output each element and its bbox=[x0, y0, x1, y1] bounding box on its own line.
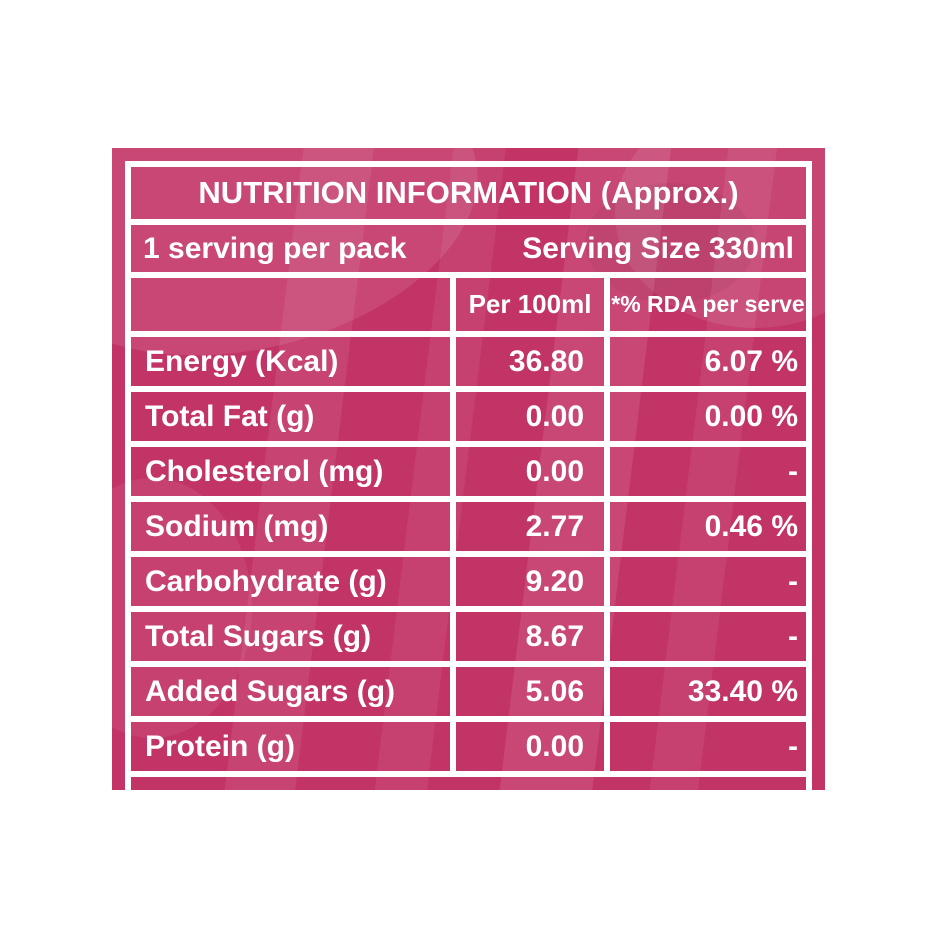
per-100ml-cell: 0.00 bbox=[450, 447, 604, 496]
per-100ml-value: 0.00 bbox=[525, 454, 584, 488]
rda-value: - bbox=[788, 729, 798, 763]
rda-cell: 0.00 % bbox=[604, 392, 806, 441]
rda-cell: - bbox=[604, 612, 806, 661]
rda-value: 0.00 % bbox=[704, 399, 798, 433]
serving-size: Serving Size 330ml bbox=[522, 231, 794, 265]
per-100ml-value: 2.77 bbox=[525, 509, 584, 543]
nutrient-label: Total Fat (g) bbox=[145, 399, 315, 433]
per-100ml-cell: 0.00 bbox=[450, 722, 604, 771]
column-header-row: Per 100ml *% RDA per serve bbox=[131, 278, 806, 337]
table-row-added-sugars: Added Sugars (g) 5.06 33.40 % bbox=[131, 667, 806, 722]
per-100ml-cell: 8.67 bbox=[450, 612, 604, 661]
rda-value: - bbox=[788, 454, 798, 488]
nutrient-label: Protein (g) bbox=[145, 729, 295, 763]
table-title: NUTRITION INFORMATION (Approx.) bbox=[198, 175, 739, 210]
rda-value: 6.07 % bbox=[704, 344, 798, 378]
header-per-100ml-cell: Per 100ml bbox=[450, 278, 604, 331]
header-rda-per-serve: *% RDA per serve bbox=[611, 291, 805, 317]
table-row-total-fat: Total Fat (g) 0.00 0.00 % bbox=[131, 392, 806, 447]
nutrition-table: NUTRITION INFORMATION (Approx.) 1 servin… bbox=[125, 161, 812, 790]
rda-cell: 0.46 % bbox=[604, 502, 806, 551]
nutrient-label: Energy (Kcal) bbox=[145, 344, 339, 378]
nutrient-label: Sodium (mg) bbox=[145, 509, 329, 543]
rda-cell: - bbox=[604, 722, 806, 771]
nutrient-cell: Carbohydrate (g) bbox=[131, 557, 450, 606]
nutrient-label: Carbohydrate (g) bbox=[145, 564, 387, 598]
per-100ml-value: 36.80 bbox=[508, 344, 584, 378]
per-100ml-value: 5.06 bbox=[525, 674, 584, 708]
per-100ml-value: 9.20 bbox=[525, 564, 584, 598]
header-rda-cell: *% RDA per serve bbox=[604, 278, 806, 331]
nutrient-label: Total Sugars (g) bbox=[145, 619, 372, 653]
nutrient-cell: Total Sugars (g) bbox=[131, 612, 450, 661]
nutrient-cell: Cholesterol (mg) bbox=[131, 447, 450, 496]
rda-cell: - bbox=[604, 447, 806, 496]
nutrition-label-panel: NUTRITION INFORMATION (Approx.) 1 servin… bbox=[112, 148, 825, 790]
nutrient-cell: Energy (Kcal) bbox=[131, 337, 450, 386]
per-100ml-cell: 36.80 bbox=[450, 337, 604, 386]
nutrient-label: Added Sugars (g) bbox=[145, 674, 396, 708]
per-100ml-cell: 5.06 bbox=[450, 667, 604, 716]
table-row-cholesterol: Cholesterol (mg) 0.00 - bbox=[131, 447, 806, 502]
table-row-energy: Energy (Kcal) 36.80 6.07 % bbox=[131, 337, 806, 392]
nutrient-cell: Total Fat (g) bbox=[131, 392, 450, 441]
rda-cell: 6.07 % bbox=[604, 337, 806, 386]
rda-cell: - bbox=[604, 557, 806, 606]
per-100ml-cell: 0.00 bbox=[450, 392, 604, 441]
rda-cell: 33.40 % bbox=[604, 667, 806, 716]
rda-value: 0.46 % bbox=[704, 509, 798, 543]
rda-value: 33.40 % bbox=[687, 674, 798, 708]
per-100ml-cell: 2.77 bbox=[450, 502, 604, 551]
header-nutrient-cell bbox=[131, 278, 450, 331]
per-100ml-value: 8.67 bbox=[525, 619, 584, 653]
table-row-sodium: Sodium (mg) 2.77 0.46 % bbox=[131, 502, 806, 557]
rda-value: - bbox=[788, 564, 798, 598]
per-100ml-value: 0.00 bbox=[525, 399, 584, 433]
nutrient-cell: Protein (g) bbox=[131, 722, 450, 771]
per-100ml-cell: 9.20 bbox=[450, 557, 604, 606]
table-row-protein: Protein (g) 0.00 - bbox=[131, 722, 806, 777]
nutrient-cell: Added Sugars (g) bbox=[131, 667, 450, 716]
serving-row: 1 serving per pack Serving Size 330ml bbox=[131, 225, 806, 278]
nutrient-cell: Sodium (mg) bbox=[131, 502, 450, 551]
nutrient-label: Cholesterol (mg) bbox=[145, 454, 384, 488]
table-title-row: NUTRITION INFORMATION (Approx.) bbox=[131, 167, 806, 225]
table-row-total-sugars: Total Sugars (g) 8.67 - bbox=[131, 612, 806, 667]
header-per-100ml: Per 100ml bbox=[468, 289, 592, 319]
table-row-carbohydrate: Carbohydrate (g) 9.20 - bbox=[131, 557, 806, 612]
servings-per-pack: 1 serving per pack bbox=[143, 231, 407, 265]
per-100ml-value: 0.00 bbox=[525, 729, 584, 763]
rda-value: - bbox=[788, 619, 798, 653]
